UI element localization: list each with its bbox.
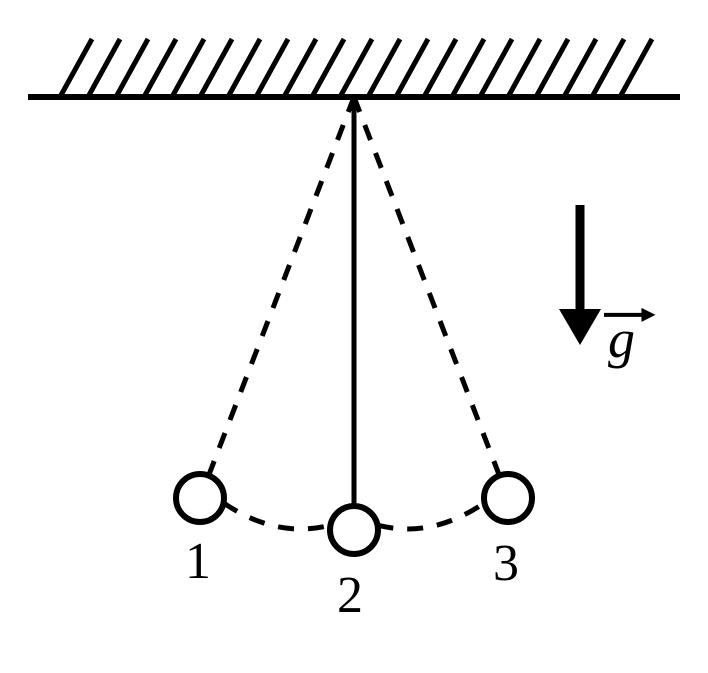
bob-label-2: 2 — [337, 567, 363, 624]
pendulum-string-dashed — [209, 97, 354, 476]
bob-label-3: 3 — [493, 535, 519, 592]
gravity-arrow-head — [559, 309, 601, 345]
gravity-vector-overline-head — [641, 308, 655, 322]
bob-label-1: 1 — [185, 533, 211, 590]
gravity-label-text: g — [608, 309, 635, 369]
pendulum-string-dashed — [354, 97, 499, 476]
bob-2 — [330, 506, 378, 554]
ceiling-hatch — [60, 39, 652, 97]
bob-1 — [176, 474, 224, 522]
bob-3 — [484, 474, 532, 522]
